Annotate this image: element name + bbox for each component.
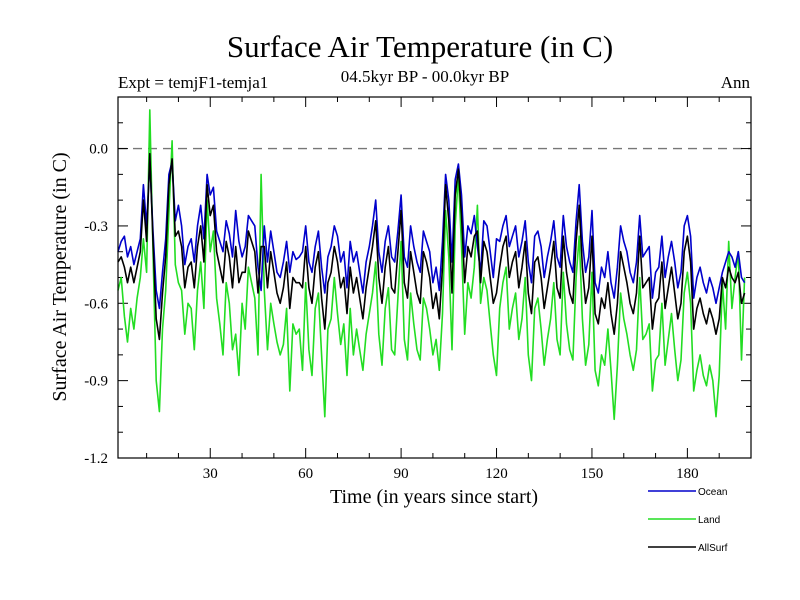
- plot-frame: [117, 96, 752, 459]
- season-label: Ann: [721, 73, 751, 92]
- y-axis-label: Surface Air Temperature (in C): [49, 152, 71, 401]
- x-tick-label: 90: [394, 466, 409, 482]
- chart-subtitle: 04.5kyr BP - 00.0kyr BP: [341, 67, 509, 86]
- x-tick-label: 120: [485, 466, 508, 482]
- x-tick-label: 150: [581, 466, 604, 482]
- legend: Ocean Land AllSurf: [648, 487, 728, 554]
- y-tick-label: -1.2: [84, 451, 108, 467]
- series-line-allsurf: [117, 152, 746, 341]
- x-tick-label: 180: [676, 466, 699, 482]
- x-tick-label: 60: [298, 466, 313, 482]
- experiment-label: Expt = temjF1-temja1: [118, 73, 268, 92]
- chart-title: Surface Air Temperature (in C): [227, 29, 613, 64]
- y-tick-label: 0.0: [89, 142, 108, 158]
- legend-label-allsurf: AllSurf: [698, 543, 728, 554]
- x-tick-label: 30: [203, 466, 218, 482]
- series-line-land: [117, 109, 746, 421]
- x-axis-label: Time (in years since start): [330, 486, 538, 508]
- legend-label-land: Land: [698, 515, 720, 526]
- y-tick-label: -0.9: [84, 374, 108, 390]
- plot-area: 30 60 90 120 150 180 0.0 -0.3 -0.6 -0.9 -1.2: [84, 96, 752, 482]
- y-tick-label: -0.6: [84, 296, 108, 312]
- legend-label-ocean: Ocean: [698, 487, 727, 498]
- series-line-ocean: [117, 160, 746, 310]
- y-tick-label: -0.3: [84, 219, 108, 235]
